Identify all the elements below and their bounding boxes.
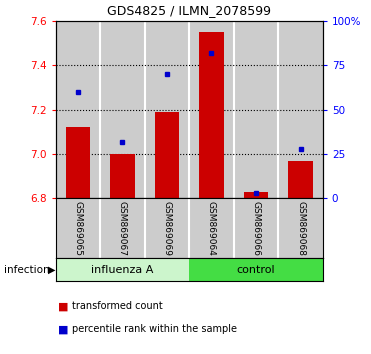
Bar xyxy=(278,198,323,258)
Bar xyxy=(234,198,278,258)
Text: ■: ■ xyxy=(58,324,68,334)
Bar xyxy=(199,32,224,198)
Bar xyxy=(145,198,189,258)
Text: GSM869065: GSM869065 xyxy=(73,201,82,256)
Text: GSM869064: GSM869064 xyxy=(207,201,216,256)
Bar xyxy=(244,192,268,198)
Text: infection: infection xyxy=(4,265,49,275)
Bar xyxy=(189,198,234,258)
Bar xyxy=(56,21,100,198)
Bar xyxy=(66,127,90,198)
Text: influenza A: influenza A xyxy=(91,265,154,275)
Bar xyxy=(234,21,278,198)
Text: ▶: ▶ xyxy=(48,265,56,275)
Text: GSM869067: GSM869067 xyxy=(118,201,127,256)
Text: control: control xyxy=(237,265,275,275)
Bar xyxy=(189,21,234,198)
Bar xyxy=(288,161,313,198)
Bar xyxy=(56,198,100,258)
Text: percentile rank within the sample: percentile rank within the sample xyxy=(72,324,237,334)
Bar xyxy=(145,21,189,198)
Bar xyxy=(189,258,323,281)
Text: GSM869066: GSM869066 xyxy=(252,201,260,256)
Title: GDS4825 / ILMN_2078599: GDS4825 / ILMN_2078599 xyxy=(107,4,271,17)
Bar xyxy=(56,258,189,281)
Bar xyxy=(278,21,323,198)
Bar xyxy=(100,198,145,258)
Bar xyxy=(100,21,145,198)
Text: GSM869068: GSM869068 xyxy=(296,201,305,256)
Text: transformed count: transformed count xyxy=(72,301,163,311)
Bar xyxy=(110,154,135,198)
Bar xyxy=(155,112,179,198)
Text: GSM869069: GSM869069 xyxy=(162,201,171,256)
Text: ■: ■ xyxy=(58,301,68,311)
